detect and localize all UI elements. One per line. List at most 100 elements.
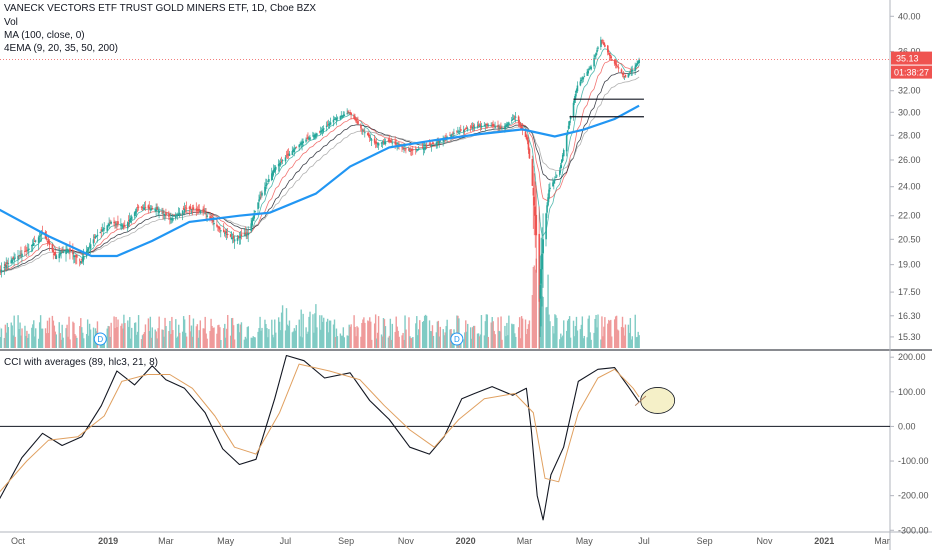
candle-body [309, 137, 311, 139]
countdown-value: 01:38:27 [894, 68, 929, 78]
candle-body [542, 239, 544, 253]
volume-bar [28, 334, 29, 348]
time-axis-label: Sep [338, 536, 354, 546]
candle-body [282, 160, 284, 161]
price-axis-label: 40.00 [898, 11, 921, 21]
volume-bar [584, 336, 585, 348]
volume-bar [49, 318, 50, 348]
volume-bar [254, 337, 255, 348]
volume-bar [570, 338, 571, 348]
volume-bar [440, 327, 441, 348]
volume-bar [241, 322, 242, 348]
candle-body [584, 76, 586, 77]
candle-body [152, 208, 154, 209]
volume-bar [316, 327, 317, 348]
candle-body [131, 217, 133, 220]
candle-body [350, 113, 352, 115]
candle-body [289, 154, 291, 156]
price-axis-label: 32.00 [898, 86, 921, 96]
candle-body [76, 255, 78, 258]
volume-bar [392, 324, 393, 348]
candle-body [234, 239, 236, 241]
candle-body [145, 207, 147, 208]
cci-axis-label: 0.00 [898, 421, 916, 431]
candle-body [193, 207, 195, 209]
volume-bar [577, 331, 578, 348]
candle-body [474, 127, 476, 128]
volume-bar [206, 339, 207, 348]
cci-axis-label: -100.00 [898, 456, 929, 466]
candle-body [21, 254, 23, 257]
volume-bar [1, 328, 2, 348]
candle-body [563, 150, 565, 156]
candle-body [28, 249, 30, 250]
volume-bar [618, 330, 619, 348]
volume-bar [227, 315, 228, 348]
volume-bar [323, 318, 324, 348]
volume-bar [56, 334, 57, 348]
candle-body [138, 207, 140, 208]
candle-body [56, 255, 58, 259]
volume-bar [193, 319, 194, 348]
candle-body [110, 222, 112, 224]
volume-bar [426, 316, 427, 348]
candle-body [241, 234, 243, 236]
price-axis-label: 22.00 [898, 211, 921, 221]
candle-body [117, 221, 119, 224]
volume-bar [405, 330, 406, 348]
price-axis-label: 17.50 [898, 287, 921, 297]
volume-bar [542, 297, 543, 348]
candle-body [35, 241, 37, 242]
volume-bar [508, 316, 509, 348]
candle-body [357, 121, 359, 124]
volume-bar [625, 325, 626, 348]
candle-body [467, 129, 469, 130]
candle-body [261, 193, 263, 196]
candle-body [83, 256, 85, 260]
candle-body [323, 128, 325, 129]
cci-axis-label: 200.00 [898, 352, 926, 362]
candle-body [344, 114, 346, 116]
volume-bar [398, 337, 399, 348]
time-axis-label: Jul [638, 536, 650, 546]
candle-body [536, 215, 538, 235]
volume-bar [481, 315, 482, 348]
candle-body [266, 183, 268, 185]
volume-bar [69, 339, 70, 348]
candle-body [179, 213, 181, 216]
candle-body [49, 241, 51, 245]
price-axis-label: 26.00 [898, 155, 921, 165]
candle-body [364, 132, 366, 133]
volume-bar [494, 334, 495, 348]
candle-body [213, 223, 215, 224]
volume-bar [529, 320, 530, 348]
price-axis-label: 19.00 [898, 260, 921, 270]
volume-bar [131, 328, 132, 348]
legend-line-ema: 4EMA (9, 20, 35, 50, 200) [4, 43, 118, 55]
volume-bar [556, 318, 557, 348]
candle-body [371, 140, 373, 141]
candle-body [330, 122, 332, 124]
time-axis-label: Nov [756, 536, 773, 546]
candle-body [392, 143, 394, 144]
candle-body [219, 228, 221, 230]
price-axis-label: 24.00 [898, 182, 921, 192]
candle-body [165, 213, 167, 215]
volume-bar [446, 320, 447, 348]
legend-line-vol: Vol [4, 17, 18, 29]
time-axis-label: Sep [697, 536, 713, 546]
price-axis-label: 28.00 [898, 130, 921, 140]
volume-bar [344, 337, 345, 348]
cci-line [0, 356, 639, 520]
candle-body [53, 250, 55, 252]
candle-body [604, 45, 606, 47]
candle-body [97, 235, 99, 236]
volume-bar [501, 340, 502, 348]
candle-body [11, 259, 13, 262]
candle-body [433, 143, 435, 144]
candle-body [296, 147, 298, 148]
candle-body [378, 143, 380, 145]
candle-body [268, 179, 270, 182]
